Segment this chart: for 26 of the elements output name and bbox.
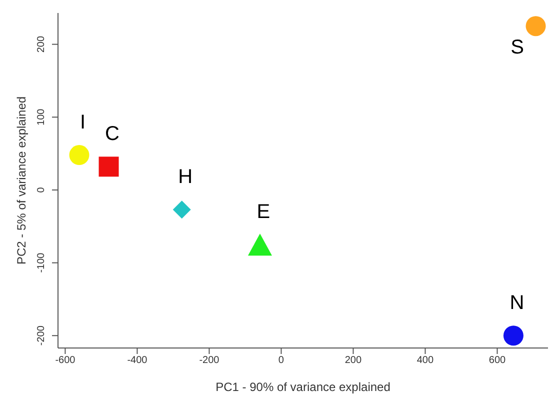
point [172, 200, 191, 219]
point [98, 156, 119, 177]
x-tick-label: -600 [55, 355, 76, 366]
x-tick-label: -400 [127, 355, 148, 366]
y-tick-label: 100 [36, 108, 47, 126]
series-label: N [510, 292, 524, 314]
series-label: C [105, 123, 120, 146]
point [248, 234, 272, 256]
series-label: H [178, 166, 193, 188]
y-tick-label: -200 [36, 325, 47, 346]
series-label: S [510, 36, 524, 59]
y-tick-label: 0 [36, 186, 47, 193]
series-label: I [80, 111, 86, 134]
x-tick-label: 0 [278, 355, 284, 366]
x-tick-label: -200 [199, 355, 220, 366]
series-label: E [256, 201, 270, 224]
x-tick-label: 400 [416, 355, 434, 366]
point [503, 326, 524, 346]
point [69, 145, 90, 166]
x-tick-label: 600 [488, 355, 506, 366]
y-axis-title: PC2 - 5% of variance explained [14, 96, 28, 265]
point [526, 16, 546, 36]
x-tick-label: 200 [344, 355, 362, 366]
y-tick-label: 200 [36, 36, 47, 53]
x-axis-title: PC1 - 90% of variance explained [216, 380, 390, 394]
y-tick-label: -100 [36, 252, 47, 273]
